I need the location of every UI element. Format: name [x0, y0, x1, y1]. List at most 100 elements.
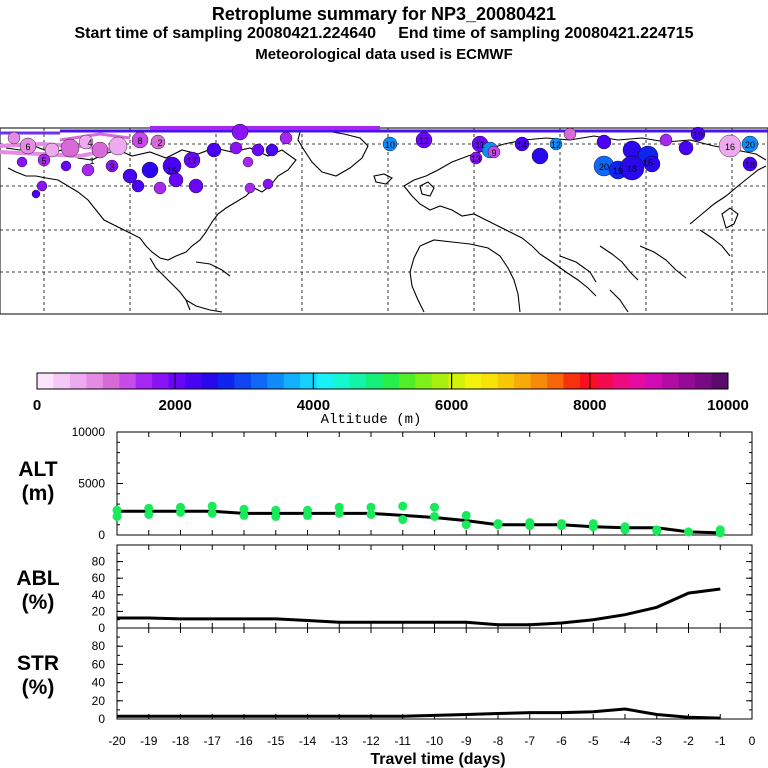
trajectory-day-label: 6 [25, 142, 30, 152]
altitude-point [112, 505, 122, 515]
y-tick-label: 60 [92, 571, 106, 585]
trajectory-day-label: 4 [87, 138, 92, 148]
altitude-point [271, 511, 281, 521]
colorbar-swatch [481, 373, 499, 389]
colorbar-swatch [69, 373, 87, 389]
trajectory-marker [563, 127, 577, 141]
y-tick-label: 40 [92, 588, 106, 602]
trajectory-day-label: 19 [613, 166, 623, 176]
trajectory-day-label: 16 [725, 142, 735, 152]
chart-title: Retroplume summary for NP3_20080421 [211, 4, 557, 24]
time-series-panels: 0500010000ALT(m)020406080ABL(%)020406080… [16, 425, 755, 768]
y-tick-label: 0 [98, 621, 105, 635]
altitude-point [461, 510, 471, 520]
panel-label: STR [17, 652, 59, 675]
trajectory-marker [105, 159, 119, 173]
trajectory-marker [91, 141, 109, 159]
trajectory-day-label: 11 [475, 140, 484, 150]
x-tick-label: -1 [715, 734, 726, 748]
y-tick-label: 0 [98, 712, 105, 726]
trajectory-marker [382, 136, 398, 152]
colorbar-tick-label: 4000 [297, 397, 330, 414]
series-line-str [117, 707, 721, 720]
colorbar-swatch [267, 373, 285, 389]
trajectory-marker [469, 151, 483, 165]
trajectory-marker [16, 156, 28, 168]
trajectory-marker [150, 134, 166, 150]
trajectory-marker [183, 151, 201, 169]
trajectory-marker [531, 147, 549, 165]
trajectory-day-label: 15 [643, 158, 653, 168]
colorbar-swatch [431, 373, 449, 389]
panel-abl: 0 20 40 60 80 ABL(%) [16, 544, 753, 635]
x-tick-label: -20 [108, 734, 126, 748]
colorbar-tick-label: 0 [33, 397, 41, 414]
trajectory-marker [7, 131, 21, 145]
colorbar-swatch [119, 373, 137, 389]
trajectory-day-label: 15 [167, 166, 177, 176]
x-axis: -20 -19 -18 -17 -16 -15 -14 -13 -12 -11 -10 -9 -8 -7-… [108, 734, 755, 768]
trajectory-marker [718, 134, 742, 158]
trajectory-markers: 2 8 3 4 5 6 1 10 12 11 9 13 14 12 20 19 18 15 19 16 20 18 17 15 [7, 123, 759, 199]
trajectory-marker [168, 172, 184, 188]
trajectory-day-label: 17 [187, 156, 197, 166]
trajectory-marker [549, 137, 563, 151]
colorbar-swatch [300, 373, 318, 389]
x-tick-label: -12 [362, 734, 380, 748]
trajectory-marker [229, 141, 243, 155]
colorbar-swatch [135, 373, 153, 389]
colorbar-swatch [333, 373, 350, 389]
altitude-point [239, 504, 249, 514]
trajectory-marker [131, 131, 149, 149]
colorbar-swatch [250, 373, 268, 389]
y-tick-label: 5000 [78, 477, 105, 491]
colorbar-swatch [497, 373, 515, 389]
colorbar-swatch [234, 373, 252, 389]
altitude-point [525, 521, 535, 531]
trajectory-day-label: 9 [491, 148, 496, 158]
trajectory-day-label: 8 [137, 136, 142, 146]
colorbar-swatch [695, 373, 712, 389]
trajectory-marker [265, 143, 279, 157]
colorbar-swatch [596, 373, 614, 389]
colorbar-swatch [448, 373, 466, 389]
altitude-point [398, 501, 408, 511]
altitude-point [176, 507, 185, 517]
met-data-line: Meteorological data used is ECMWF [255, 46, 513, 63]
altitude-colorbar: 0 2000 4000 6000 8000 10000 Altitude (m) [33, 372, 749, 428]
sampling-time-line: Start time of sampling 20080421.224640 E… [74, 25, 694, 42]
x-tick-label: -6 [556, 734, 567, 748]
x-tick-label: -10 [426, 734, 444, 748]
panel-str: 0 20 40 60 80 STR(%) [17, 627, 753, 726]
trajectory-day-label: 12 [419, 136, 429, 146]
colorbar-swatch [563, 373, 581, 389]
trajectory-marker [244, 182, 256, 194]
trajectory-marker [262, 178, 274, 190]
panel-label: (m) [22, 482, 55, 505]
altitude-point [334, 508, 344, 518]
trajectory-marker [415, 131, 433, 149]
y-tick-label: 60 [92, 657, 106, 671]
colorbar-swatch [53, 373, 71, 389]
trajectory-marker [60, 160, 72, 172]
trajectory-day-label: 10 [385, 140, 395, 150]
altitude-point [715, 528, 725, 538]
series-line-alt [117, 509, 721, 535]
altitude-point [557, 521, 566, 531]
altitude-point [398, 515, 408, 525]
colorbar-swatch [349, 373, 367, 389]
colorbar-swatch [217, 373, 235, 389]
colorbar-swatch [316, 373, 334, 389]
colorbar-swatch [662, 373, 680, 389]
x-tick-label: -19 [140, 734, 158, 748]
altitude-point [207, 508, 217, 518]
trajectory-marker [690, 126, 706, 142]
trajectory-day-label: 20 [599, 162, 609, 172]
x-tick-label: -13 [331, 734, 349, 748]
colorbar-swatch [678, 373, 696, 389]
trajectory-marker [78, 134, 94, 150]
panel-label: ALT [18, 458, 57, 481]
trajectory-marker [206, 142, 222, 158]
trajectory-marker [596, 134, 612, 150]
x-tick-label: -9 [461, 734, 472, 748]
